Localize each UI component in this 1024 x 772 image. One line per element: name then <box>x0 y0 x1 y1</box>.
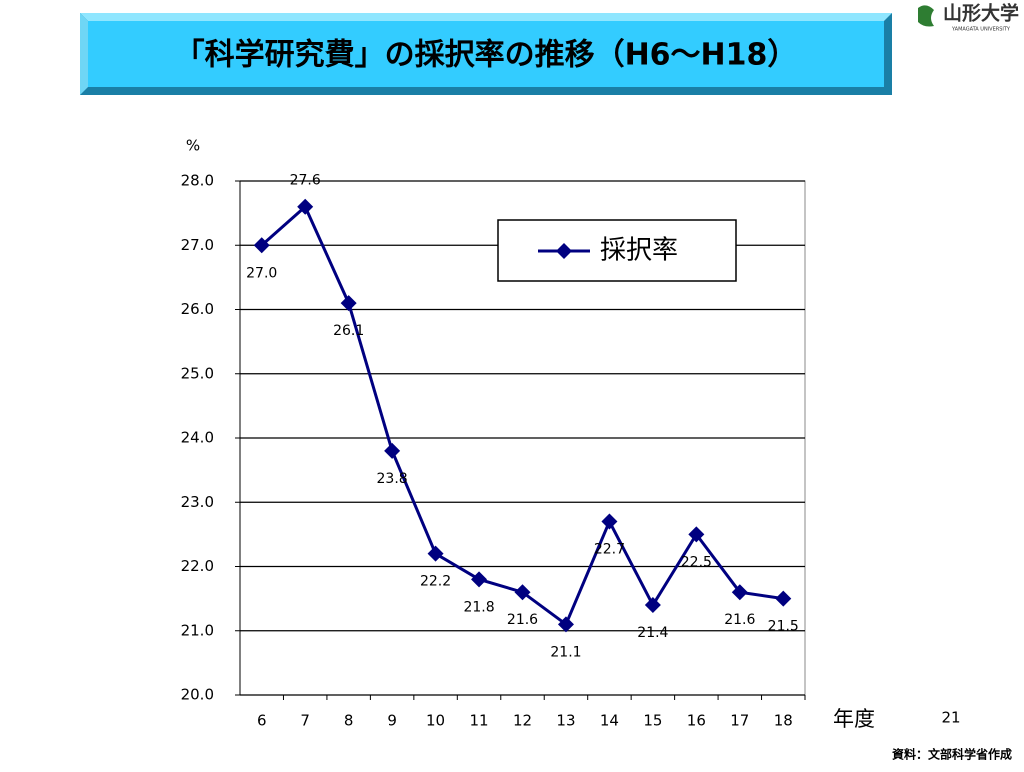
x-tick-label: 16 <box>687 712 706 730</box>
x-tick-label: 11 <box>469 712 488 730</box>
x-tick-label: 12 <box>513 712 532 730</box>
x-tick-label: 6 <box>257 712 267 730</box>
marker <box>471 571 488 588</box>
marker <box>427 545 444 562</box>
data-label: 21.8 <box>463 599 494 615</box>
y-tick-label: 22.0 <box>181 557 214 575</box>
x-tick-label: 7 <box>300 712 310 730</box>
x-tick-label: 15 <box>643 712 662 730</box>
data-label: 27.6 <box>290 173 321 189</box>
y-tick-label: 23.0 <box>181 493 214 511</box>
source: 資料：文部科学省作成 <box>892 747 1012 762</box>
y-unit: % <box>186 137 200 155</box>
data-label: 22.2 <box>420 574 451 590</box>
marker <box>253 237 270 254</box>
y-tick-label: 28.0 <box>181 172 214 190</box>
y-tick-label: 20.0 <box>181 686 214 704</box>
x-tick-label: 9 <box>387 712 397 730</box>
data-label: 21.5 <box>768 619 799 635</box>
y-tick-label: 25.0 <box>181 364 214 382</box>
marker <box>384 442 401 459</box>
data-label: 21.4 <box>637 625 668 641</box>
title-box <box>88 21 884 87</box>
data-label: 22.5 <box>681 554 712 570</box>
x-tick-label: 17 <box>730 712 749 730</box>
logo: 山形大学 <box>943 2 1019 25</box>
logo-sub: YAMAGATA UNIVERSITY <box>951 27 1011 33</box>
data-label: 22.7 <box>594 542 625 558</box>
data-label: 26.1 <box>333 323 364 339</box>
x-tick-label: 18 <box>774 712 793 730</box>
logo-icon <box>918 5 934 27</box>
marker <box>731 584 748 601</box>
data-label: 23.8 <box>377 471 408 487</box>
title-bevel <box>80 13 88 95</box>
marker <box>297 198 314 215</box>
y-tick-label: 27.0 <box>181 236 214 254</box>
x-tick-label: 10 <box>426 712 445 730</box>
y-tick-label: 21.0 <box>181 621 214 639</box>
x-tick-label: 13 <box>556 712 575 730</box>
data-label: 21.6 <box>724 612 755 628</box>
legend-box <box>497 219 737 282</box>
title-bevel <box>80 13 892 21</box>
y-tick-label: 24.0 <box>181 429 214 447</box>
marker <box>514 584 531 601</box>
data-label: 27.0 <box>246 265 277 281</box>
data-label: 21.1 <box>550 644 581 660</box>
x-label: 年度 <box>833 707 875 731</box>
legend-marker <box>556 243 572 259</box>
marker <box>688 526 705 543</box>
marker <box>775 590 792 607</box>
x-tick-label: 14 <box>600 712 619 730</box>
marker <box>644 597 661 614</box>
marker <box>557 616 574 633</box>
y-tick-label: 26.0 <box>181 300 214 318</box>
legend-label: 採択率 <box>600 236 678 266</box>
title: 「科学研究費」の採択率の推移（H6〜H18） <box>175 38 798 73</box>
marker <box>601 513 618 530</box>
data-label: 21.6 <box>507 612 538 628</box>
page-number: 21 <box>941 709 960 727</box>
x-tick-label: 8 <box>344 712 354 730</box>
marker <box>340 295 357 312</box>
